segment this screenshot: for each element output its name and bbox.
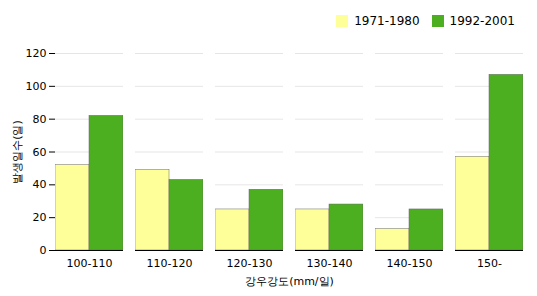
svg-text:100: 100 [26, 80, 47, 93]
svg-text:0: 0 [40, 244, 47, 257]
html-text:1992-2001: 1992-2001 [449, 13, 515, 28]
svg-text:80: 80 [33, 113, 47, 126]
svg-text:강우강도(mm/일): 강우강도(mm/일) [245, 275, 334, 288]
svg-text:140-150: 140-150 [387, 257, 433, 270]
svg-text:40: 40 [33, 178, 47, 191]
svg-text:발생일수(일): 발생일수(일) [11, 120, 24, 184]
svg-text:110-120: 110-120 [147, 257, 193, 270]
svg-text:100-110: 100-110 [67, 257, 113, 270]
svg-text:120: 120 [26, 47, 47, 60]
svg-text:120-130: 120-130 [227, 257, 273, 270]
svg-text:150-: 150- [477, 257, 502, 270]
svg-text:20: 20 [33, 211, 47, 224]
svg-text:60: 60 [33, 146, 47, 159]
html-text:1971-1980: 1971-1980 [354, 13, 420, 28]
svg-text:130-140: 130-140 [307, 257, 353, 270]
